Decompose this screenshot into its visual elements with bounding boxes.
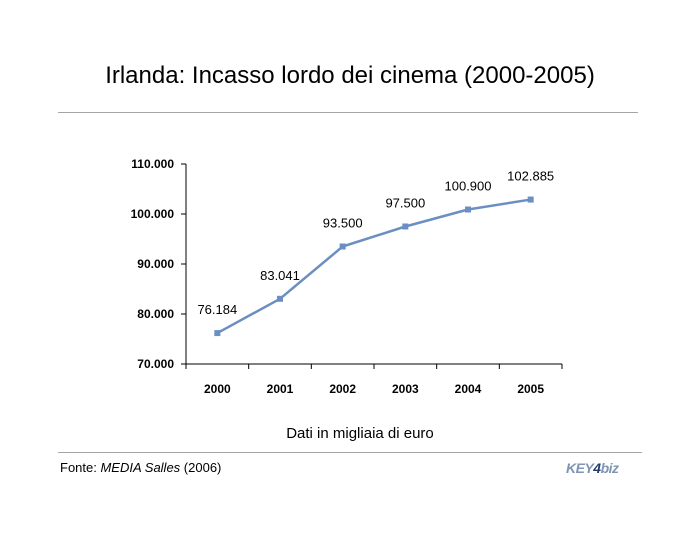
x-tick-label: 2002: [329, 382, 356, 396]
data-label: 100.900: [445, 179, 492, 194]
data-label: 76.184: [197, 302, 237, 317]
data-point: [402, 223, 409, 230]
x-tick-label: 2004: [455, 382, 482, 396]
chart-series: [214, 196, 534, 337]
x-tick-label: 2000: [204, 382, 231, 396]
chart-axes: [185, 164, 562, 365]
logo-part-key: KEY: [566, 460, 594, 476]
data-label: 102.885: [507, 169, 554, 184]
series-line: [216, 198, 531, 335]
data-point: [339, 243, 346, 250]
data-label: 93.500: [323, 216, 363, 231]
chart-data-labels: 76.184 83.041 93.500 97.500 100.900 102.885: [197, 169, 554, 318]
logo-part-biz: biz: [600, 460, 619, 476]
top-divider: [58, 112, 638, 113]
x-tick-label: 2001: [267, 382, 294, 396]
key4biz-logo: KEY4biz: [566, 460, 619, 476]
bottom-divider: [58, 452, 642, 453]
chart-title: Irlanda: Incasso lordo dei cinema (2000-…: [105, 62, 595, 89]
y-tick-label: 90.000: [137, 257, 174, 271]
data-label: 97.500: [385, 196, 425, 211]
source-prefix: Fonte:: [60, 460, 101, 475]
data-point: [214, 330, 221, 337]
x-tick-label: 2005: [517, 382, 544, 396]
data-point: [277, 295, 283, 302]
source-name: MEDIA Salles: [100, 460, 181, 475]
y-tick-label: 70.000: [137, 357, 174, 371]
source-suffix: (2006): [180, 460, 222, 475]
data-label: 83.041: [260, 268, 300, 283]
chart-subtitle: Dati in migliaia di euro: [286, 425, 434, 442]
source-note: Fonte: MEDIA Salles (2006): [60, 460, 221, 475]
y-tick-label: 80.000: [137, 307, 174, 321]
y-tick-label: 100.000: [131, 207, 175, 221]
y-tick-label: 110.000: [131, 157, 174, 171]
data-point: [465, 206, 471, 213]
data-point: [527, 196, 534, 203]
logo-part-4: 4: [593, 460, 601, 476]
chart-ticks: 70.000 80.000 90.000 100.000 110.000 2000 2001…: [131, 157, 563, 396]
x-tick-label: 2003: [392, 382, 419, 396]
